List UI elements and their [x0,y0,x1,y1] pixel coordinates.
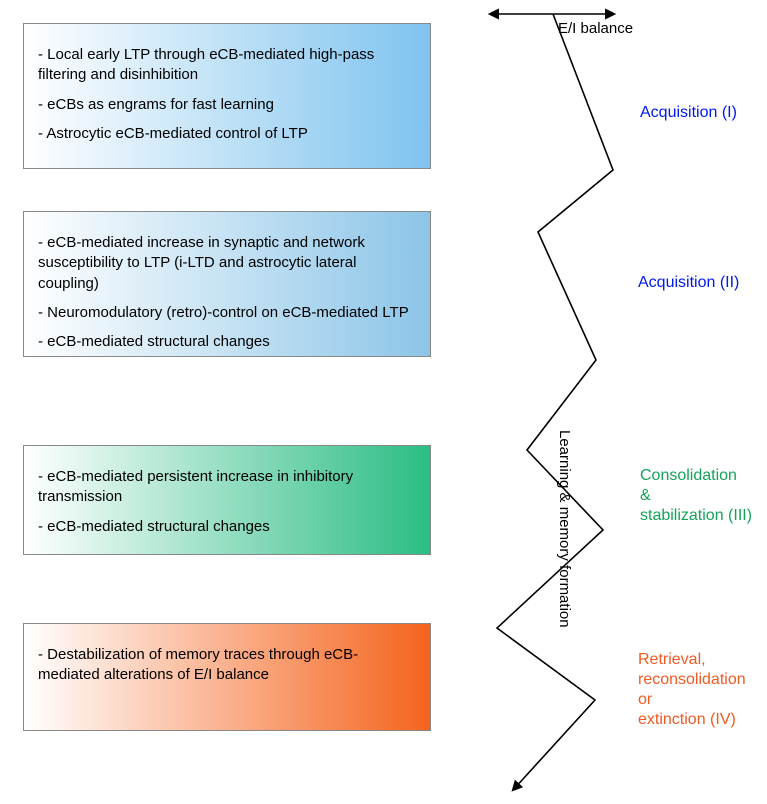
diagram-lines [0,0,767,804]
learning-memory-arrow [497,14,613,790]
